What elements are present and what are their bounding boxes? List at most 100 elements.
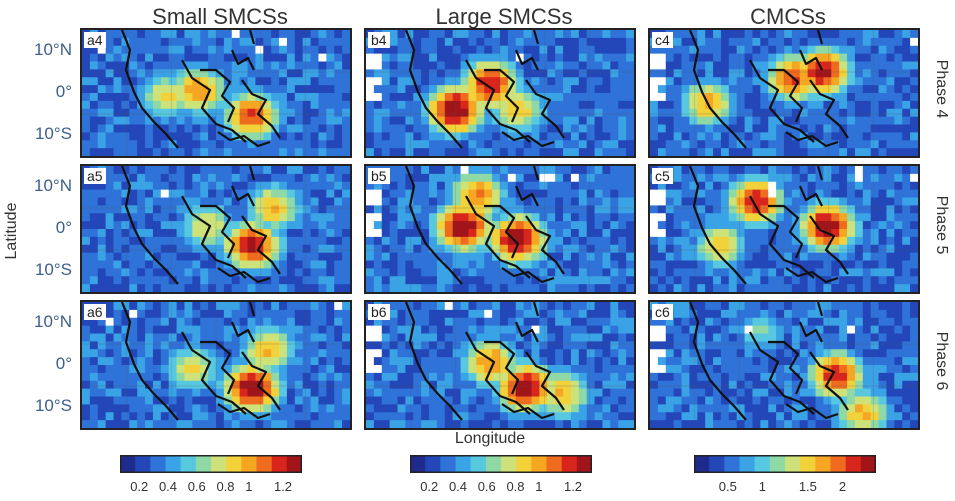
heatmap-cell <box>263 325 272 335</box>
heatmap-cell <box>452 100 462 110</box>
heatmap-cell <box>768 420 777 428</box>
heatmap-cell <box>255 148 264 156</box>
coastline-outline <box>217 131 271 148</box>
heatmap-cell <box>610 37 619 47</box>
heatmap-cell <box>618 37 627 47</box>
heatmap-cell <box>97 412 107 421</box>
heatmap-cell <box>200 341 209 350</box>
heatmap-cell <box>168 108 178 118</box>
heatmap-cell <box>492 37 501 47</box>
heatmap-cell <box>776 124 785 133</box>
heatmap-cell <box>279 412 288 421</box>
heatmap-cell <box>602 173 611 183</box>
heatmap-cell <box>894 181 903 191</box>
heatmap-cell <box>862 252 872 262</box>
heatmap-cell <box>452 53 462 63</box>
heatmap-cell <box>728 412 738 421</box>
heatmap-cell <box>862 317 872 327</box>
heatmap-cell <box>310 349 320 358</box>
heatmap-cell <box>618 412 627 421</box>
heatmap-cell <box>570 404 580 413</box>
heatmap-cell <box>192 37 201 47</box>
heatmap-cell <box>168 100 178 110</box>
heatmap-cell <box>255 181 264 191</box>
heatmap-cell <box>484 61 493 70</box>
heatmap-cell <box>152 357 162 366</box>
coastline-outline <box>798 185 823 207</box>
heatmap-cell <box>736 85 746 94</box>
heatmap-cell <box>602 404 611 413</box>
heatmap-cell <box>484 53 493 63</box>
heatmap-cell <box>310 37 320 47</box>
heatmap-cell <box>208 173 217 183</box>
heatmap-cell <box>523 148 533 156</box>
heatmap-cell <box>184 93 193 102</box>
heatmap-cell <box>610 213 619 222</box>
heatmap-cell <box>476 53 485 63</box>
heatmap-cell <box>381 372 391 382</box>
heatmap-cell <box>342 372 350 382</box>
heatmap-cell <box>397 166 407 175</box>
heatmap-cell <box>239 333 249 342</box>
heatmap-cell <box>586 357 596 366</box>
heatmap-cell <box>121 124 130 133</box>
heatmap-cell <box>886 349 895 358</box>
heatmap-cell <box>878 166 888 175</box>
heatmap-cell <box>413 260 422 269</box>
heatmap-cell <box>121 213 130 222</box>
heatmap-cell <box>263 69 272 78</box>
heatmap-cell <box>97 325 107 335</box>
heatmap-cell <box>342 85 350 94</box>
heatmap-cell <box>784 229 793 238</box>
heatmap-cell <box>665 284 675 292</box>
heatmap-grid <box>366 30 634 156</box>
heatmap-cell <box>910 284 918 292</box>
heatmap-cell <box>223 181 233 191</box>
heatmap-cell <box>192 116 201 126</box>
heatmap-cell <box>736 140 746 149</box>
heatmap-cell <box>152 396 162 405</box>
heatmap-cell <box>744 61 754 70</box>
heatmap-cell <box>413 37 422 47</box>
heatmap-cell <box>531 100 541 110</box>
heatmap-cell <box>570 37 580 47</box>
heatmap-cell <box>421 181 430 191</box>
heatmap-cell <box>294 396 304 405</box>
heatmap-cell <box>310 372 320 382</box>
heatmap-cell <box>113 325 123 335</box>
heatmap-cell <box>294 229 304 238</box>
heatmap-cell <box>405 276 414 285</box>
heatmap-cell <box>342 37 350 47</box>
heatmap-cell <box>910 140 918 149</box>
heatmap-cell <box>862 396 872 405</box>
heatmap-cell <box>657 372 667 382</box>
heatmap-cell <box>247 221 257 230</box>
heatmap-cell <box>105 108 115 118</box>
heatmap-cell <box>160 189 170 199</box>
heatmap-cell <box>673 236 683 246</box>
heatmap-cell <box>160 124 170 133</box>
heatmap-cell <box>784 116 793 126</box>
heatmap-cell <box>223 205 233 214</box>
coastline-outline <box>785 267 839 284</box>
heatmap-cell <box>223 244 233 254</box>
heatmap-cell <box>279 148 288 156</box>
heatmap-cell <box>650 317 659 327</box>
heatmap-cell <box>815 341 825 350</box>
heatmap-cell <box>82 45 91 55</box>
heatmap-cell <box>705 357 714 366</box>
heatmap-cell <box>286 148 296 156</box>
heatmap-cell <box>768 325 777 335</box>
heatmap-cell <box>744 221 754 230</box>
heatmap-cell <box>113 197 123 206</box>
heatmap-cell <box>523 108 533 118</box>
heatmap-cell <box>744 213 754 222</box>
heatmap-cell <box>429 244 438 254</box>
heatmap-cell <box>626 85 634 94</box>
heatmap-cell <box>160 37 170 47</box>
heatmap-cell <box>113 420 123 428</box>
heatmap-cell <box>413 412 422 421</box>
heatmap-cell <box>894 124 903 133</box>
heatmap-cell <box>105 317 115 327</box>
heatmap-cell <box>902 189 911 199</box>
